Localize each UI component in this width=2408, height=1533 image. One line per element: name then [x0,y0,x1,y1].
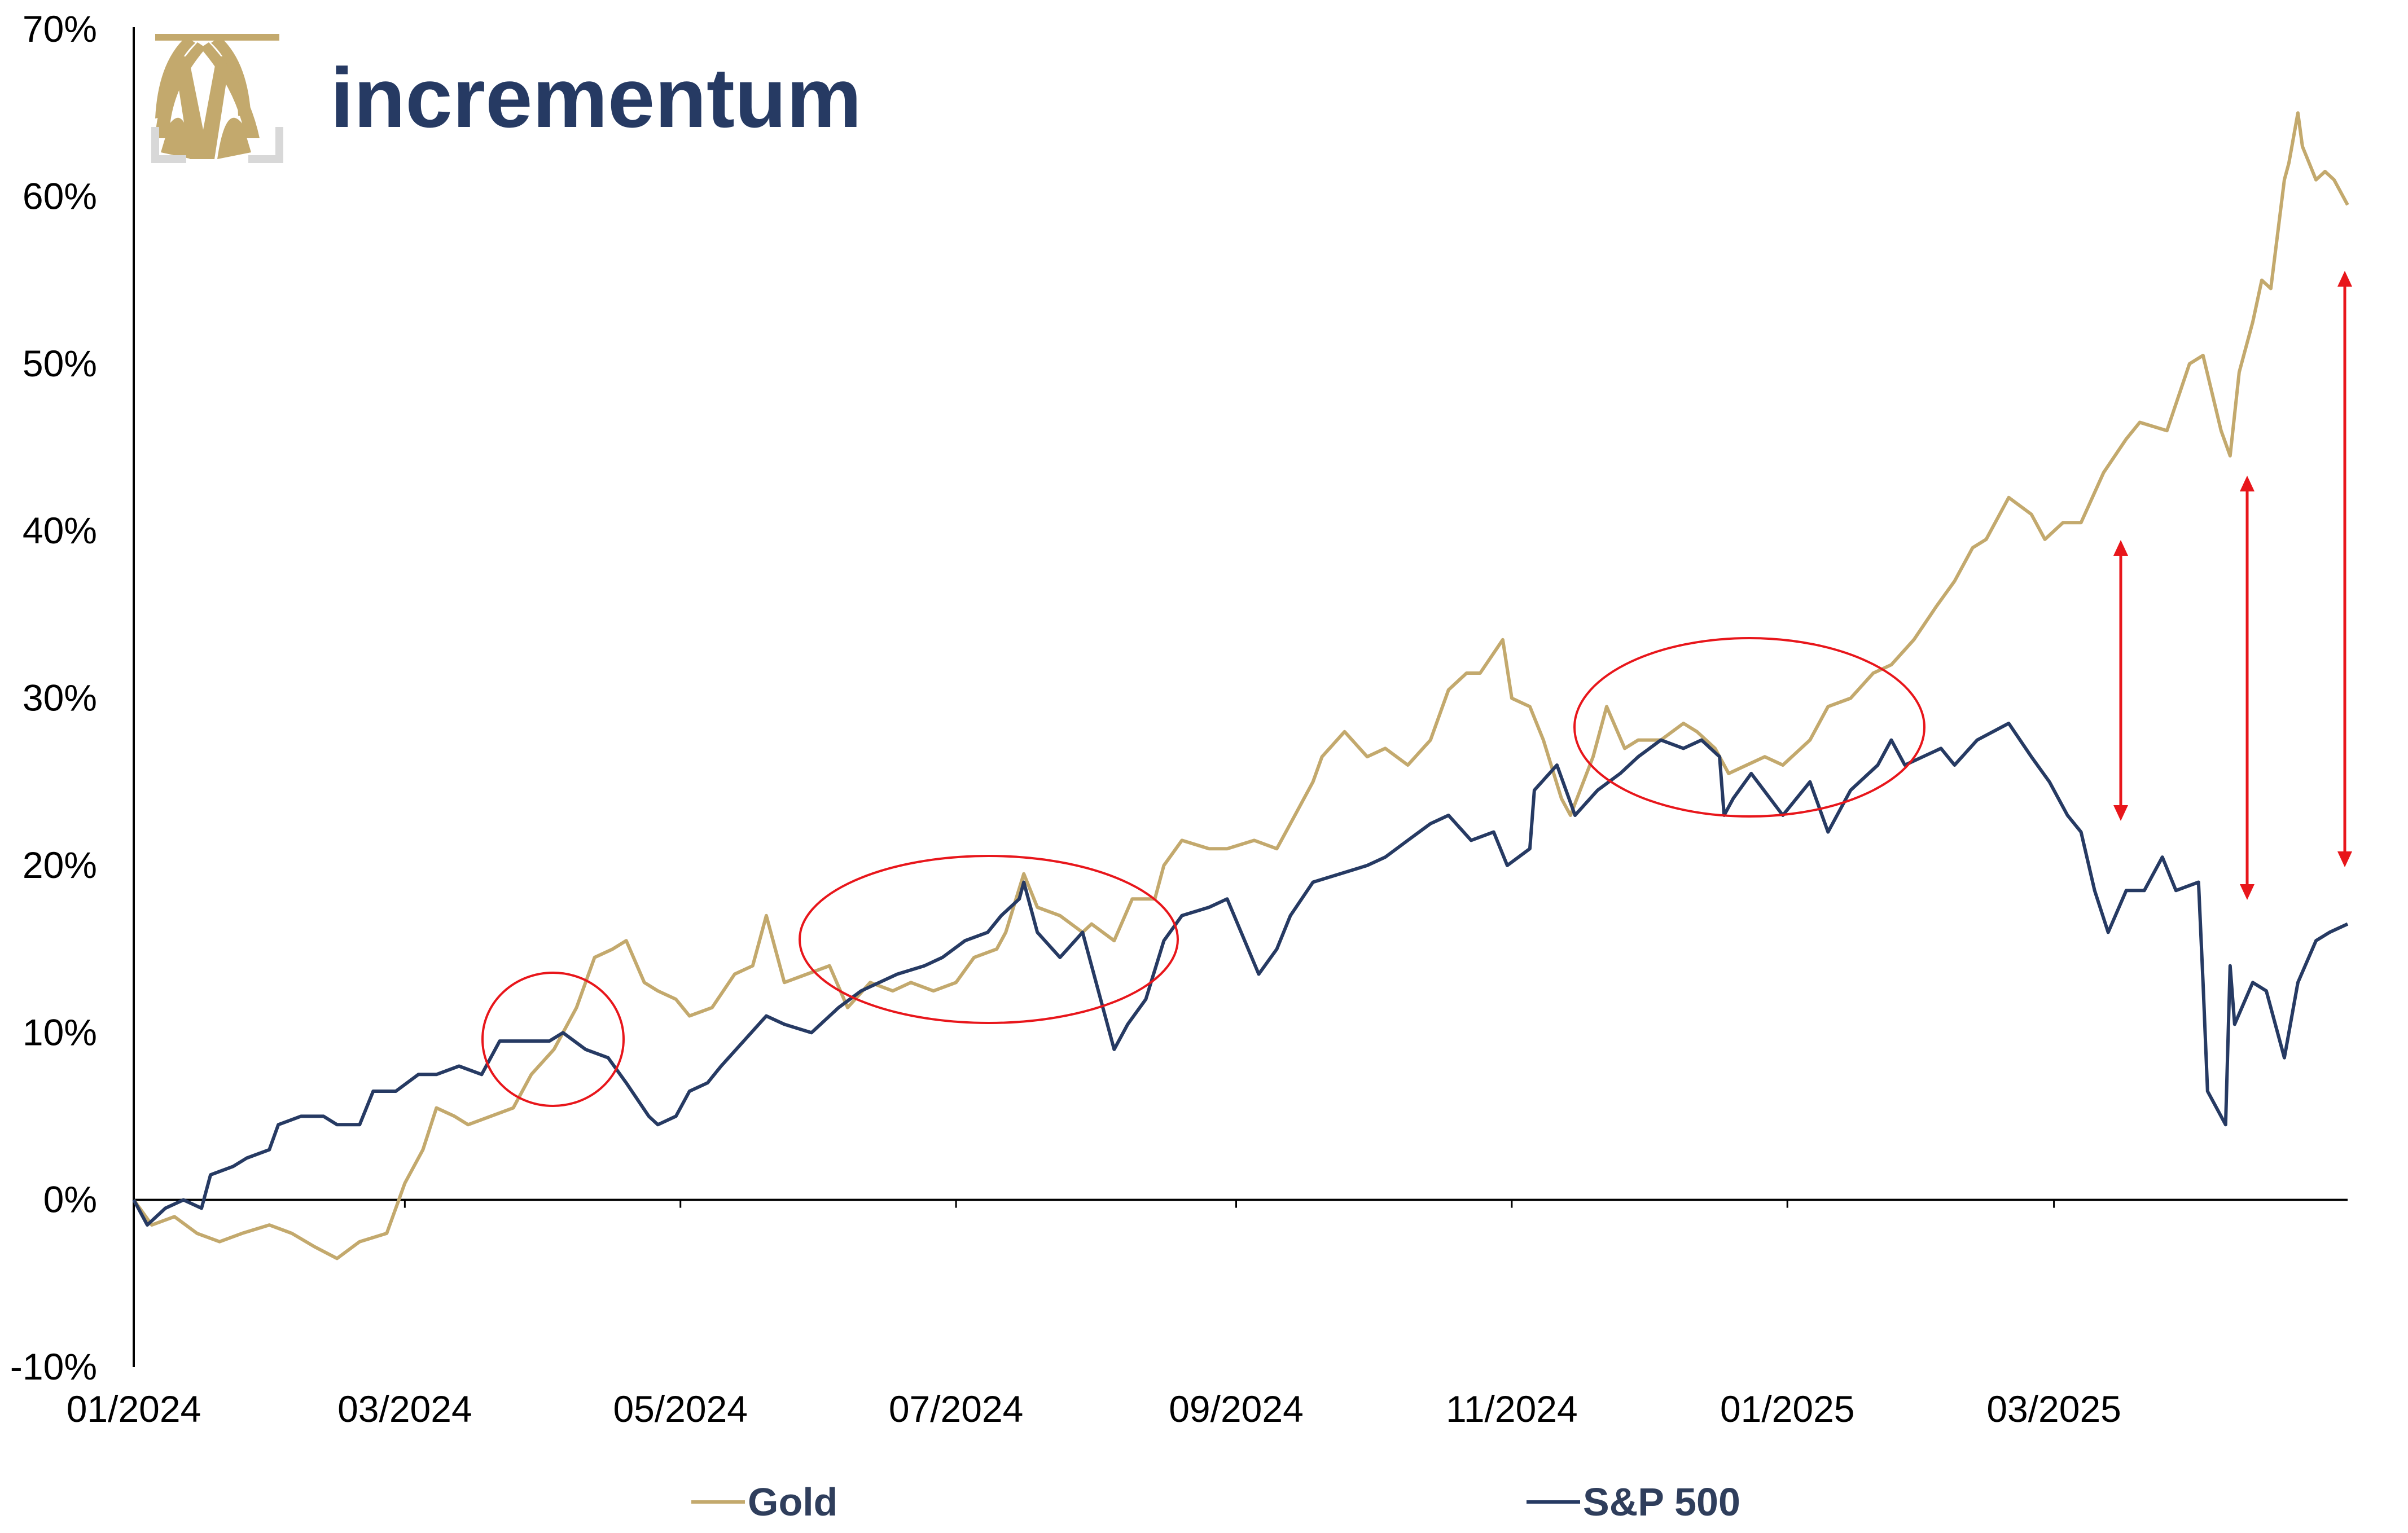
y-tick-label: 0% [43,1179,97,1220]
brand-name: incrementum [330,50,862,145]
highlight-ellipse [481,972,625,1107]
series-layer [132,111,2349,1260]
highlight-ellipse [1573,637,1925,818]
y-tick-label: 50% [23,342,97,384]
gap-arrow [2240,476,2255,900]
tree-logo-icon [151,34,283,163]
series-line-gold [132,111,2349,1260]
x-tick-label: 11/2024 [1446,1388,1578,1430]
x-tick-label: 03/2024 [337,1388,472,1430]
y-tick-label: 10% [23,1011,97,1053]
x-axis-labels: 01/2024 03/2024 05/2024 07/2024 09/2024 11/20… [67,1388,2121,1430]
gap-arrow [2337,271,2352,867]
legend-label-sp500: S&P 500 [1583,1480,1740,1524]
y-tick-label: 70% [23,8,97,50]
legend-item-sp500: S&P 500 [1527,1480,1740,1524]
legend-item-gold: Gold [691,1480,837,1524]
y-tick-label: -10% [10,1346,97,1387]
y-axis-labels: -10% 0% 10% 20% 30% 40% 50% 60% 70% [10,8,97,1387]
y-tick-label: 30% [23,677,97,719]
highlight-ellipse [799,855,1179,1024]
x-tick-label: 09/2024 [1169,1388,1304,1430]
x-tick-label: 01/2024 [67,1388,201,1430]
x-tick-label: 01/2025 [1720,1388,1855,1430]
legend-label-gold: Gold [748,1480,837,1524]
series-line-sp500 [132,722,2349,1227]
x-axis-ticks [133,1200,2055,1208]
y-tick-label: 20% [23,844,97,886]
y-tick-label: 40% [23,509,97,551]
x-tick-label: 05/2024 [613,1388,748,1430]
legend: Gold S&P 500 [691,1480,1740,1524]
y-tick-label: 60% [23,175,97,217]
gap-arrow [2113,540,2128,821]
annotations [481,271,2352,1107]
x-tick-label: 07/2024 [889,1388,1024,1430]
x-tick-label: 03/2025 [1986,1388,2121,1430]
